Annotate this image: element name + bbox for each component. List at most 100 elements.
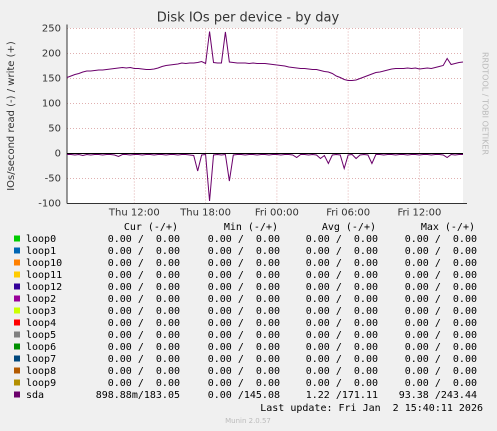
- legend-value: 0.00 / 0.00: [108, 294, 180, 305]
- x-tick-label: Fri 00:00: [255, 208, 299, 219]
- legend-value: 0.00 / 0.00: [306, 282, 378, 293]
- x-tick-label: Thu 18:00: [179, 208, 231, 219]
- legend-value: 0.00 / 0.00: [306, 246, 378, 257]
- legend-value: 0.00 / 0.00: [108, 366, 180, 377]
- legend-value: 0.00 / 0.00: [405, 234, 477, 245]
- legend-value: 0.00 / 0.00: [306, 294, 378, 305]
- y-axis-label: IOs/second read (-) / write (+): [6, 41, 17, 191]
- legend-swatch: [14, 259, 20, 266]
- legend-value: 0.00 / 0.00: [306, 306, 378, 317]
- legend-label: loop12: [26, 282, 62, 293]
- legend-value: 898.88m/183.05: [96, 390, 180, 401]
- legend-value: 0.00 / 0.00: [208, 378, 280, 389]
- legend-swatch: [14, 343, 20, 350]
- legend-value: 0.00 / 0.00: [306, 270, 378, 281]
- y-tick-label: 0: [55, 149, 61, 160]
- legend-value: 0.00 /145.08: [208, 390, 280, 401]
- y-tick-label: 100: [42, 99, 61, 110]
- legend-label: loop5: [26, 330, 56, 341]
- legend-value: 0.00 / 0.00: [306, 318, 378, 329]
- legend-label: loop7: [26, 354, 56, 365]
- chart-title: Disk IOs per device - by day: [157, 11, 340, 26]
- legend-swatch: [14, 355, 20, 362]
- legend-label: loop1: [26, 246, 56, 257]
- legend-label: loop4: [26, 318, 56, 329]
- legend-value: 0.00 / 0.00: [405, 306, 477, 317]
- legend-value: 0.00 / 0.00: [306, 342, 378, 353]
- legend-value: 0.00 / 0.00: [405, 366, 477, 377]
- legend-swatch: [14, 271, 20, 278]
- legend-value: 0.00 / 0.00: [405, 330, 477, 341]
- legend-swatch: [14, 247, 20, 254]
- legend-value: 0.00 / 0.00: [208, 234, 280, 245]
- legend-value: 0.00 / 0.00: [405, 270, 477, 281]
- legend-value: 0.00 / 0.00: [306, 330, 378, 341]
- legend-value: 0.00 / 0.00: [208, 294, 280, 305]
- legend-label: loop8: [26, 366, 56, 377]
- legend-value: 0.00 / 0.00: [306, 234, 378, 245]
- legend-value: 0.00 / 0.00: [208, 342, 280, 353]
- legend-swatch: [14, 319, 20, 326]
- legend-value: 0.00 / 0.00: [108, 342, 180, 353]
- legend-swatch: [14, 235, 20, 242]
- legend-label: loop0: [26, 234, 56, 245]
- legend-value: 0.00 / 0.00: [108, 234, 180, 245]
- legend-value: 0.00 / 0.00: [306, 366, 378, 377]
- side-label: RRDTOOL / TOBI OETIKER: [481, 52, 490, 155]
- x-tick-label: Thu 12:00: [108, 208, 160, 219]
- legend-label: loop3: [26, 306, 56, 317]
- legend-value: 0.00 / 0.00: [405, 378, 477, 389]
- y-tick-label: 50: [48, 124, 61, 135]
- legend-label: loop2: [26, 294, 56, 305]
- legend-value: 0.00 / 0.00: [208, 330, 280, 341]
- legend-value: 0.00 / 0.00: [405, 258, 477, 269]
- legend-value: 0.00 / 0.00: [306, 258, 378, 269]
- legend-label: loop11: [26, 270, 62, 281]
- legend-value: 0.00 / 0.00: [208, 258, 280, 269]
- legend-swatch: [14, 391, 20, 398]
- legend-label: sda: [26, 390, 44, 401]
- last-update: Last update: Fri Jan 2 15:40:11 2026: [260, 403, 483, 414]
- legend-label: loop6: [26, 342, 56, 353]
- legend-value: 0.00 / 0.00: [208, 354, 280, 365]
- legend-value: 0.00 / 0.00: [108, 270, 180, 281]
- legend-label: loop9: [26, 378, 56, 389]
- legend-header: Avg (-/+): [322, 222, 376, 233]
- legend-value: 1.22 /171.11: [306, 390, 378, 401]
- legend-swatch: [14, 283, 20, 290]
- legend-value: 0.00 / 0.00: [208, 318, 280, 329]
- y-tick-label: -50: [45, 174, 61, 185]
- y-tick-label: 250: [42, 24, 61, 35]
- legend-value: 0.00 / 0.00: [208, 306, 280, 317]
- legend-value: 0.00 / 0.00: [208, 282, 280, 293]
- legend-swatch: [14, 307, 20, 314]
- legend-value: 0.00 / 0.00: [208, 366, 280, 377]
- legend-swatch: [14, 367, 20, 374]
- legend-swatch: [14, 295, 20, 302]
- legend-value: 0.00 / 0.00: [108, 378, 180, 389]
- legend-value: 0.00 / 0.00: [405, 342, 477, 353]
- y-tick-label: 150: [42, 74, 61, 85]
- legend-value: 93.38 /243.44: [399, 390, 477, 401]
- legend-value: 0.00 / 0.00: [108, 246, 180, 257]
- legend-header: Cur (-/+): [124, 222, 178, 233]
- y-tick-label: 200: [42, 49, 61, 60]
- x-tick-label: Fri 06:00: [326, 208, 370, 219]
- legend-label: loop10: [26, 258, 62, 269]
- legend-value: 0.00 / 0.00: [405, 246, 477, 257]
- legend-value: 0.00 / 0.00: [108, 330, 180, 341]
- legend-value: 0.00 / 0.00: [108, 282, 180, 293]
- data-line: [67, 153, 463, 202]
- y-tick-label: -100: [38, 199, 61, 210]
- legend-value: 0.00 / 0.00: [108, 318, 180, 329]
- x-tick-label: Fri 12:00: [397, 208, 441, 219]
- legend-value: 0.00 / 0.00: [208, 246, 280, 257]
- legend-header: Min (-/+): [224, 222, 278, 233]
- data-line: [66, 31, 464, 81]
- legend-swatch: [14, 331, 20, 338]
- legend-value: 0.00 / 0.00: [306, 354, 378, 365]
- legend-value: 0.00 / 0.00: [208, 270, 280, 281]
- legend-value: 0.00 / 0.00: [108, 354, 180, 365]
- legend-value: 0.00 / 0.00: [108, 306, 180, 317]
